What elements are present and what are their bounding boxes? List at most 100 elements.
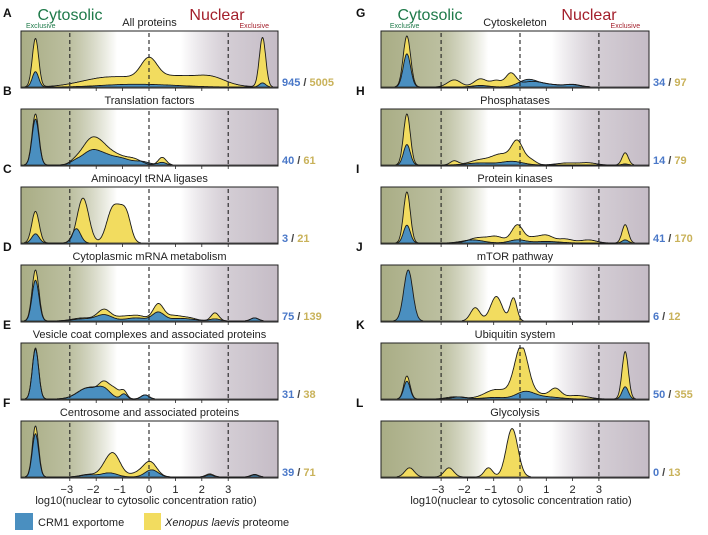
x-tick-label: −2: [87, 484, 100, 496]
panel-title: Protein kinases: [477, 173, 553, 185]
panel-letter: D: [3, 240, 12, 254]
exportome-density-area: [25, 228, 89, 243]
panel-frame: [20, 264, 279, 323]
count-separator: /: [294, 389, 303, 401]
proteome-count: 38: [303, 389, 315, 401]
panel-frame: [20, 420, 279, 479]
panel-frame: [380, 420, 650, 479]
proteome-density-area: [397, 348, 636, 399]
plot-area: [381, 191, 649, 244]
panel-title: mTOR pathway: [477, 251, 554, 263]
panel-frame: [20, 108, 279, 167]
panel-counts: 14 / 79: [653, 155, 687, 167]
proteome-density-line: [24, 269, 264, 322]
exportome-count: 39: [282, 467, 294, 479]
exportome-count: 945: [282, 77, 300, 89]
exportome-count: 50: [653, 389, 665, 401]
proteome-density-line: [24, 197, 141, 244]
x-tick-label: 0: [146, 484, 152, 496]
exportome-count: 0: [653, 467, 659, 479]
cytosolic-header-right: Cytosolic: [398, 7, 463, 24]
nuclear-header-left: Nuclear: [189, 7, 245, 24]
plot-area: [381, 269, 649, 322]
panel-title: Cytoplasmic mRNA metabolism: [72, 251, 226, 263]
plot-area: [21, 269, 278, 322]
plot-area: [381, 113, 649, 166]
panel-g: G Cytoskeleton 34 / 97 Exclusive Exclusive: [356, 6, 687, 91]
panel-letter: C: [3, 162, 12, 176]
panel-background: [21, 109, 278, 166]
x-tick-label: 1: [172, 484, 178, 496]
plot-area: [381, 35, 649, 88]
panel-background: [21, 343, 278, 400]
x-tick-label: 2: [570, 484, 576, 496]
count-separator: /: [294, 467, 303, 479]
proteome-density-area: [462, 296, 524, 321]
panel-title: Translation factors: [104, 95, 195, 107]
exclusive-label-cytosolic: Exclusive: [26, 23, 56, 30]
proteome-density-line: [461, 296, 524, 322]
exclusive-label-cytosolic: Exclusive: [390, 23, 420, 30]
plot-area: [21, 113, 278, 166]
legend-label-proteome: Xenopus laevis proteome: [164, 517, 289, 529]
panel-b: B Translation factors 40 / 61: [3, 84, 316, 169]
panel-e: E Vesicle coat complexes and associated p…: [3, 318, 316, 403]
plot-area: [21, 347, 278, 400]
count-separator: /: [288, 233, 297, 245]
x-tick-label: −2: [458, 484, 471, 496]
x-tick-label: −3: [432, 484, 445, 496]
legend-label-exportome: CRM1 exportome: [38, 517, 124, 529]
panel-background: [21, 187, 278, 244]
panel-counts: 41 / 170: [653, 233, 693, 245]
x-tick-label: 0: [517, 484, 523, 496]
panel-counts: 6 / 12: [653, 311, 681, 323]
panel-k: K Ubiquitin system 50 / 355: [356, 318, 693, 403]
plot-area: [21, 425, 278, 478]
count-separator: /: [294, 155, 303, 167]
proteome-count: 97: [674, 77, 686, 89]
proteome-count: 21: [297, 233, 309, 245]
panel-c: C Aminoacyl tRNA ligases 3 / 21: [3, 162, 310, 247]
proteome-count: 139: [303, 311, 321, 323]
panel-f: F Centrosome and associated proteins 39 / …: [3, 396, 316, 481]
x-axis-label-right: log10(nuclear to cytosolic concentration…: [410, 495, 631, 507]
proteome-density-area: [395, 114, 634, 165]
count-separator: /: [665, 77, 674, 89]
count-separator: /: [294, 311, 303, 323]
x-tick-label: −1: [113, 484, 126, 496]
x-tick-label: −1: [484, 484, 497, 496]
proteome-count: 170: [674, 233, 692, 245]
count-separator: /: [659, 311, 668, 323]
panel-frame: [380, 342, 650, 401]
proteome-density-area: [24, 198, 141, 243]
exclusive-label-nuclear: Exclusive: [239, 23, 269, 30]
panel-title: Aminoacyl tRNA ligases: [91, 173, 208, 185]
proteome-count: 13: [668, 467, 680, 479]
panel-frame: [20, 186, 279, 245]
x-tick-label: 3: [225, 484, 231, 496]
panel-title: Ubiquitin system: [475, 329, 556, 341]
panel-title: Phosphatases: [480, 95, 550, 107]
panel-counts: 50 / 355: [653, 389, 693, 401]
proteome-density-area: [396, 428, 531, 477]
panel-counts: 945 / 5005: [282, 77, 334, 89]
panel-frame: [20, 30, 279, 89]
panel-counts: 39 / 71: [282, 467, 316, 479]
cytosolic-header-left: Cytosolic: [38, 7, 103, 24]
panel-title: All proteins: [122, 17, 177, 29]
panel-frame: [20, 342, 279, 401]
count-separator: /: [665, 389, 674, 401]
panel-title: Centrosome and associated proteins: [60, 407, 240, 419]
panel-counts: 31 / 38: [282, 389, 316, 401]
panel-h: H Phosphatases 14 / 79: [356, 84, 687, 169]
panel-counts: 40 / 61: [282, 155, 316, 167]
exportome-density-area: [25, 349, 155, 399]
proteome-density-area: [25, 426, 264, 477]
panel-counts: 75 / 139: [282, 311, 322, 323]
panel-letter: J: [356, 240, 363, 254]
panel-letter: E: [3, 318, 11, 332]
panel-title: Vesicle coat complexes and associated pr…: [33, 329, 267, 341]
exportome-count: 6: [653, 311, 659, 323]
proteome-density-area: [24, 114, 173, 165]
exportome-count: 75: [282, 311, 294, 323]
